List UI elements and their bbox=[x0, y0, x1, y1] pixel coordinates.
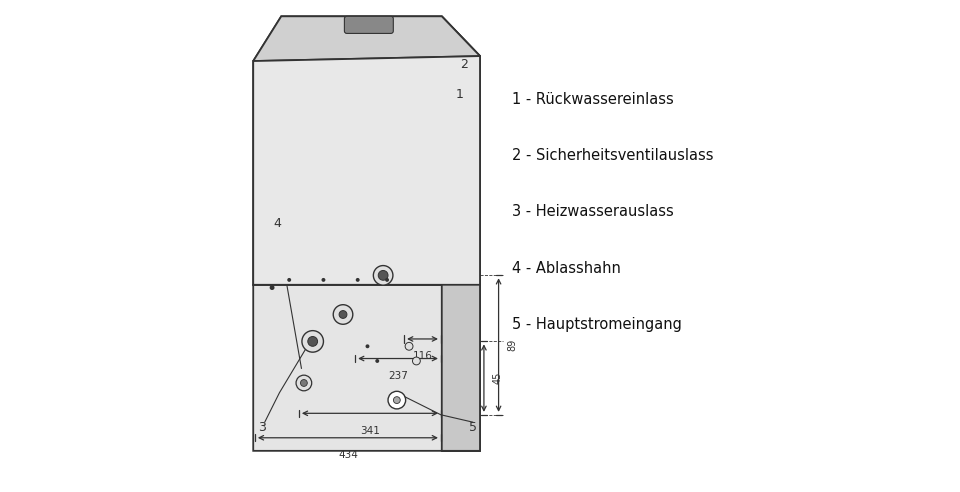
Circle shape bbox=[366, 344, 370, 348]
Circle shape bbox=[339, 310, 347, 318]
Text: 89: 89 bbox=[508, 339, 517, 351]
Circle shape bbox=[333, 305, 353, 324]
Circle shape bbox=[308, 337, 318, 346]
Text: 3: 3 bbox=[258, 422, 266, 434]
Text: 45: 45 bbox=[492, 372, 503, 384]
Polygon shape bbox=[253, 16, 480, 61]
Circle shape bbox=[296, 375, 312, 391]
Circle shape bbox=[385, 278, 389, 282]
Circle shape bbox=[322, 278, 325, 282]
Circle shape bbox=[302, 331, 324, 352]
Text: 341: 341 bbox=[360, 426, 380, 435]
Text: 2 - Sicherheitsventilauslass: 2 - Sicherheitsventilauslass bbox=[512, 148, 713, 163]
Polygon shape bbox=[442, 16, 480, 451]
Text: 116: 116 bbox=[413, 351, 432, 361]
Text: 4 - Ablasshahn: 4 - Ablasshahn bbox=[512, 261, 621, 276]
Text: 5: 5 bbox=[468, 421, 477, 433]
Circle shape bbox=[413, 357, 420, 365]
Circle shape bbox=[375, 359, 379, 363]
Text: 5 - Hauptstromeingang: 5 - Hauptstromeingang bbox=[512, 317, 682, 332]
Circle shape bbox=[378, 271, 388, 280]
Text: 4: 4 bbox=[273, 217, 281, 230]
Text: 1: 1 bbox=[455, 88, 464, 101]
Circle shape bbox=[405, 342, 413, 350]
Circle shape bbox=[300, 379, 307, 386]
Text: 1 - Rückwassereinlass: 1 - Rückwassereinlass bbox=[512, 92, 674, 107]
Polygon shape bbox=[253, 56, 480, 285]
Polygon shape bbox=[253, 16, 480, 451]
Circle shape bbox=[270, 285, 275, 290]
Circle shape bbox=[394, 397, 400, 403]
Text: 3 - Heizwasserauslass: 3 - Heizwasserauslass bbox=[512, 204, 674, 219]
Text: 237: 237 bbox=[388, 371, 408, 381]
Text: 2: 2 bbox=[461, 59, 468, 71]
FancyBboxPatch shape bbox=[345, 16, 394, 33]
Circle shape bbox=[356, 278, 360, 282]
Circle shape bbox=[388, 391, 406, 409]
Circle shape bbox=[287, 278, 291, 282]
Text: 434: 434 bbox=[338, 450, 358, 460]
Circle shape bbox=[373, 266, 393, 285]
